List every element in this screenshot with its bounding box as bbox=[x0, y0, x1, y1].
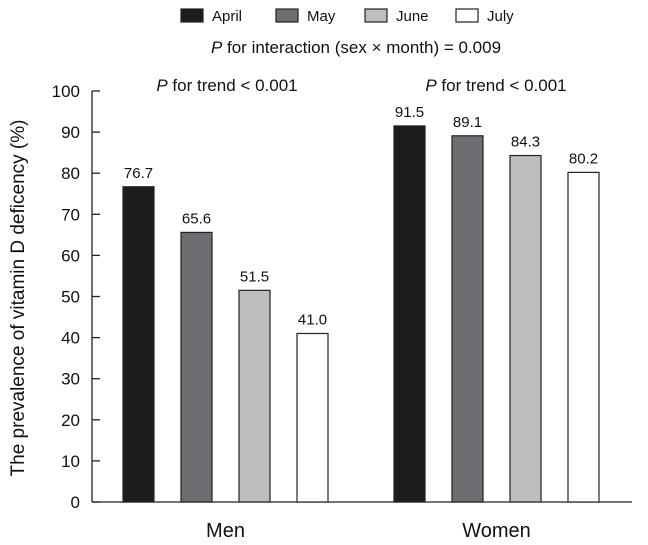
interaction-annotation: P for interaction (sex × month) = 0.009 bbox=[211, 38, 501, 57]
interaction-text: for interaction (sex × month) = 0.009 bbox=[222, 38, 501, 57]
interaction-p: P bbox=[211, 38, 223, 57]
legend-swatch-july bbox=[455, 8, 479, 23]
y-tick-label: 100 bbox=[52, 82, 80, 101]
value-label-women-april: 91.5 bbox=[395, 104, 424, 121]
y-tick-label: 60 bbox=[61, 246, 80, 265]
bar-men-may bbox=[180, 231, 213, 503]
value-label-women-may: 89.1 bbox=[453, 114, 482, 131]
category-labels: Men Women bbox=[206, 520, 531, 542]
legend-swatch-june bbox=[364, 8, 388, 23]
trend-p-men: P bbox=[156, 76, 168, 95]
trend-annotation-women: P for trend < 0.001 bbox=[425, 76, 566, 95]
y-tick-label: 90 bbox=[61, 123, 80, 142]
trend-p-women: P bbox=[425, 76, 437, 95]
y-tick-label: 40 bbox=[61, 329, 80, 348]
legend-swatch-april bbox=[180, 8, 204, 23]
value-label-men-july: 41.0 bbox=[298, 311, 327, 328]
trend-annotation-men: P for trend < 0.001 bbox=[156, 76, 297, 95]
bar-women-may bbox=[451, 135, 484, 503]
y-tick-label: 30 bbox=[61, 370, 80, 389]
legend-swatch-may bbox=[275, 8, 299, 23]
y-tick-label: 0 bbox=[71, 493, 80, 512]
legend-label-june: June bbox=[396, 8, 429, 25]
value-label-women-june: 84.3 bbox=[511, 134, 540, 151]
category-label-women: Women bbox=[462, 520, 531, 542]
y-tick-label: 80 bbox=[61, 164, 80, 183]
bar-men-june bbox=[238, 289, 271, 503]
bar-women-april bbox=[393, 125, 426, 503]
bar-men-july bbox=[296, 332, 329, 503]
y-tick-label: 70 bbox=[61, 205, 80, 224]
y-tick-label: 10 bbox=[61, 452, 80, 471]
legend-label-april: April bbox=[212, 8, 242, 25]
y-ticks: 0 10 20 30 40 50 60 70 80 90 100 bbox=[52, 82, 100, 512]
trend-text-men: for trend < 0.001 bbox=[168, 76, 298, 95]
legend-label-july: July bbox=[487, 8, 514, 25]
bar-men-april bbox=[122, 186, 155, 503]
y-tick-label: 20 bbox=[61, 411, 80, 430]
value-labels: 76.7 65.6 51.5 41.0 91.5 89.1 84.3 80.2 bbox=[124, 104, 598, 329]
bars bbox=[122, 125, 600, 503]
legend: April May June July bbox=[180, 8, 514, 25]
bar-women-july bbox=[567, 171, 600, 503]
value-label-men-april: 76.7 bbox=[124, 165, 153, 182]
trend-text-women: for trend < 0.001 bbox=[437, 76, 567, 95]
legend-label-may: May bbox=[307, 8, 336, 25]
value-label-women-july: 80.2 bbox=[569, 150, 598, 167]
value-label-men-june: 51.5 bbox=[240, 268, 269, 285]
y-tick-label: 50 bbox=[61, 288, 80, 307]
y-axis-label: The prevalence of vitamin D deficency (%… bbox=[8, 120, 29, 477]
bar-women-june bbox=[509, 154, 542, 503]
value-label-men-may: 65.6 bbox=[182, 210, 211, 227]
category-label-men: Men bbox=[206, 520, 245, 542]
